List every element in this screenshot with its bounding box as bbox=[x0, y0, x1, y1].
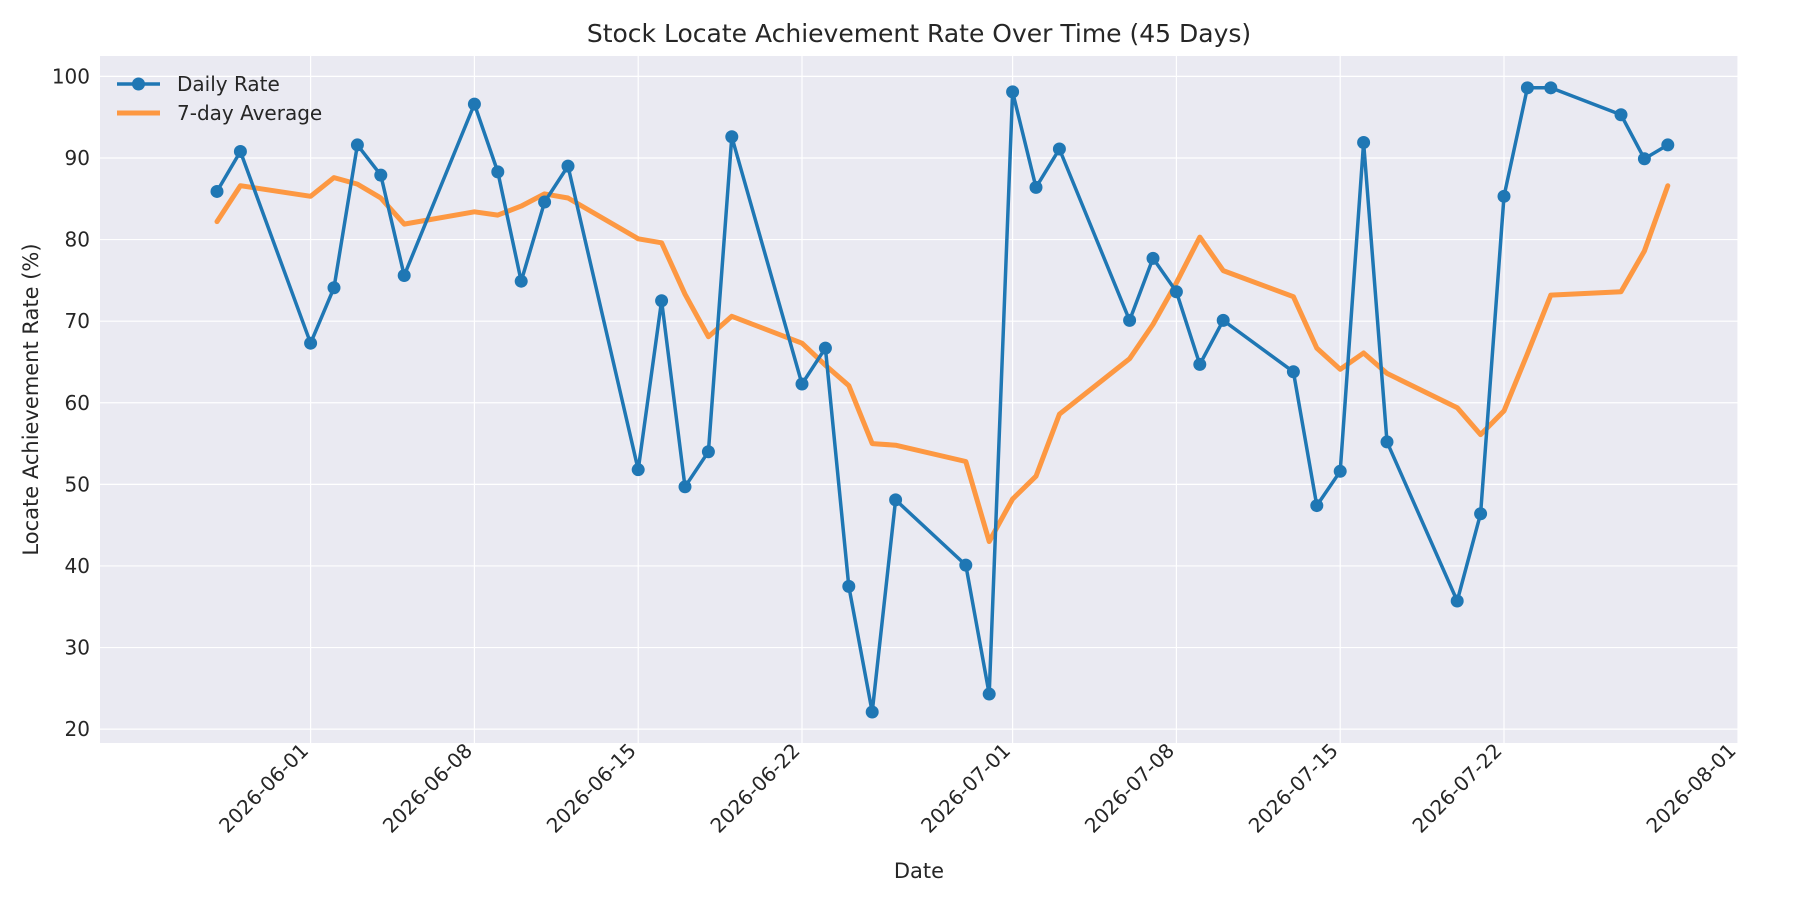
y-tick-label: 30 bbox=[65, 636, 90, 660]
legend: Daily Rate 7-day Average bbox=[117, 72, 322, 125]
y-axis-title: Locate Achievement Rate (%) bbox=[19, 243, 43, 555]
daily-rate-point bbox=[982, 687, 996, 701]
daily-rate-point bbox=[210, 184, 224, 198]
daily-rate-point bbox=[561, 159, 575, 173]
legend-marker bbox=[132, 77, 145, 91]
daily-rate-point bbox=[233, 144, 247, 158]
daily-rate-point bbox=[795, 377, 809, 391]
daily-rate-point bbox=[1123, 313, 1137, 327]
daily-rate-point bbox=[655, 294, 669, 308]
daily-rate-point bbox=[959, 558, 973, 572]
daily-rate-point bbox=[374, 168, 388, 182]
daily-rate-point bbox=[1614, 108, 1628, 122]
daily-rate-point bbox=[842, 579, 856, 593]
daily-rate-point bbox=[514, 274, 528, 288]
y-tick-label: 100 bbox=[52, 64, 90, 88]
daily-rate-point bbox=[1497, 189, 1511, 203]
daily-rate-point bbox=[1450, 594, 1464, 608]
daily-rate-point bbox=[1216, 313, 1230, 327]
y-tick-label: 40 bbox=[65, 554, 90, 578]
daily-rate-point bbox=[1193, 357, 1207, 371]
chart-title: Stock Locate Achievement Rate Over Time … bbox=[587, 19, 1251, 48]
y-tick-label: 60 bbox=[65, 391, 90, 415]
daily-rate-point bbox=[1029, 180, 1043, 194]
daily-rate-point bbox=[304, 336, 318, 350]
x-axis-title: Date bbox=[894, 859, 944, 883]
daily-rate-point bbox=[1333, 464, 1347, 478]
daily-rate-point bbox=[725, 130, 739, 144]
daily-rate-point bbox=[327, 281, 341, 295]
daily-rate-point bbox=[1169, 285, 1183, 299]
daily-rate-point bbox=[350, 138, 364, 152]
y-tick-label: 80 bbox=[65, 228, 90, 252]
daily-rate-point bbox=[865, 705, 879, 719]
daily-rate-point bbox=[678, 480, 692, 494]
daily-rate-point bbox=[1380, 435, 1394, 449]
daily-rate-point bbox=[467, 97, 481, 111]
y-tick-label: 90 bbox=[65, 146, 90, 170]
y-tick-label: 50 bbox=[65, 472, 90, 496]
y-tick-label: 20 bbox=[65, 717, 90, 741]
daily-rate-point bbox=[1310, 499, 1324, 513]
daily-rate-point bbox=[1661, 138, 1675, 152]
daily-rate-point bbox=[701, 445, 715, 459]
daily-rate-point bbox=[1357, 135, 1371, 149]
daily-rate-point bbox=[1474, 507, 1488, 521]
average-line bbox=[214, 175, 1671, 544]
daily-rate-point bbox=[1637, 152, 1651, 166]
series-layer bbox=[210, 81, 1675, 719]
daily-rate-point bbox=[1520, 81, 1534, 95]
daily-rate-point bbox=[1544, 81, 1558, 95]
plot-area bbox=[100, 56, 1738, 743]
legend-label: 7-day Average bbox=[177, 101, 322, 125]
daily-rate-point bbox=[538, 195, 552, 209]
daily-rate-point bbox=[1286, 365, 1300, 379]
daily-rate-point bbox=[491, 165, 505, 179]
daily-rate-point bbox=[1006, 85, 1020, 99]
daily-rate-point bbox=[889, 493, 903, 507]
daily-rate-point bbox=[397, 268, 411, 282]
grid-lines bbox=[100, 56, 1739, 743]
daily-rate-point bbox=[1146, 251, 1160, 265]
daily-rate-point bbox=[631, 463, 645, 477]
daily-rate-point bbox=[1052, 142, 1066, 156]
legend-label: Daily Rate bbox=[177, 72, 280, 96]
y-tick-label: 70 bbox=[65, 309, 90, 333]
daily-rate-point bbox=[818, 341, 832, 355]
